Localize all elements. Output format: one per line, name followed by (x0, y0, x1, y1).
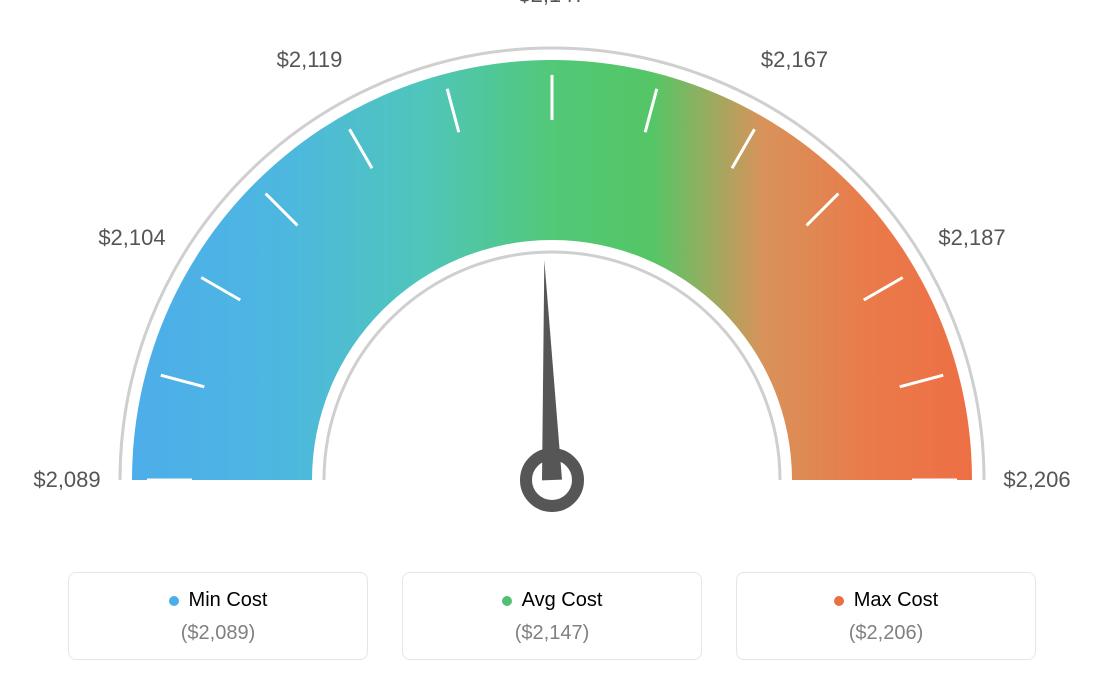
dot-icon (502, 596, 512, 606)
legend-card-avg: Avg Cost ($2,147) (402, 572, 702, 660)
legend-value: ($2,147) (413, 622, 691, 645)
legend-card-min: Min Cost ($2,089) (68, 572, 368, 660)
legend-label: Avg Cost (522, 589, 603, 612)
legend-row: Min Cost ($2,089) Avg Cost ($2,147) Max … (0, 572, 1104, 660)
legend-label: Max Cost (854, 589, 938, 612)
legend-label: Min Cost (189, 589, 268, 612)
gauge-area: $2,089 $2,104 $2,119 $2,147 $2,167 $2,187 $2,2… (0, 0, 1104, 540)
legend-card-max: Max Cost ($2,206) (736, 572, 1036, 660)
legend-title-min: Min Cost (169, 589, 268, 612)
gauge-tick-label: $2,104 (98, 225, 165, 251)
dot-icon (834, 596, 844, 606)
legend-value: ($2,089) (79, 622, 357, 645)
gauge-tick-label: $2,206 (1003, 467, 1070, 493)
legend-value: ($2,206) (747, 622, 1025, 645)
dot-icon (169, 596, 179, 606)
gauge-tick-label: $2,147 (518, 0, 585, 8)
gauge-tick-label: $2,167 (761, 47, 828, 73)
legend-title-max: Max Cost (834, 589, 938, 612)
gauge-svg (0, 0, 1104, 540)
gauge-tick-label: $2,089 (33, 467, 100, 493)
legend-title-avg: Avg Cost (502, 589, 603, 612)
cost-gauge-chart: $2,089 $2,104 $2,119 $2,147 $2,167 $2,187 $2,2… (0, 0, 1104, 690)
gauge-tick-label: $2,119 (277, 47, 343, 73)
gauge-tick-label: $2,187 (938, 225, 1005, 251)
